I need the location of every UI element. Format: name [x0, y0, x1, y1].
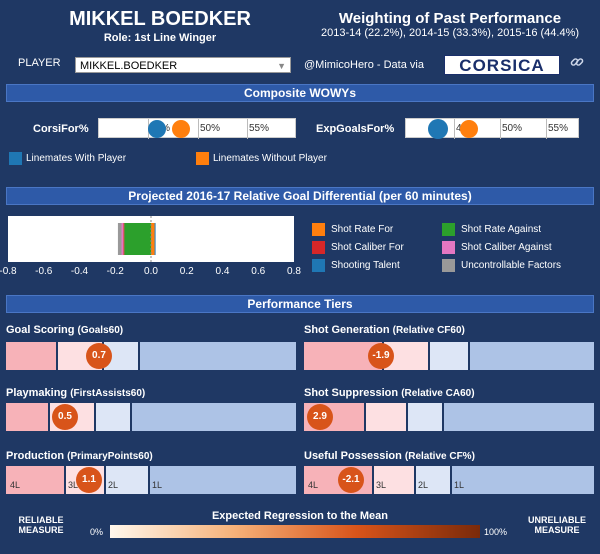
wowy-corsi-box: 45% 50% 55% — [98, 118, 296, 139]
tier-value: 0.5 — [52, 404, 78, 430]
tier-label: 3L — [376, 480, 387, 490]
tier-title: Goal Scoring (Goals60) — [6, 324, 124, 336]
projection-chart — [8, 216, 294, 262]
tier-title: Useful Possession (Relative CF%) — [304, 450, 475, 462]
tier-label: 2L — [108, 480, 119, 490]
wowy-tick: 55% — [249, 123, 270, 134]
tier-label: 3L — [68, 480, 79, 490]
tier-value: -2.1 — [338, 467, 364, 493]
axis-tick-label: 0.0 — [144, 266, 158, 277]
tier-title: Playmaking (FirstAssists60) — [6, 387, 146, 399]
regression-max: 100% — [484, 527, 508, 537]
legend-shot-rate-against: Shot Rate Against — [461, 224, 542, 235]
legend-shot-caliber-against: Shot Caliber Against — [461, 242, 552, 253]
legend-swatch — [442, 223, 455, 236]
regression-title: Expected Regression to the Mean — [211, 510, 389, 522]
corsica-logo[interactable]: CORSICA — [444, 55, 560, 75]
wowy-band: Composite WOWYs — [6, 84, 594, 102]
legend-swatch — [312, 259, 325, 272]
tier-value: 1.1 — [76, 467, 102, 493]
tier-bar-useful-possession: 4L 3L 2L 1L -2.1 — [304, 466, 594, 494]
tier-value: -1.9 — [368, 343, 394, 369]
unreliable-label: UNRELIABLE MEASURE — [528, 515, 586, 535]
axis-tick-label: -0.2 — [106, 266, 124, 277]
player-select-value: MIKKEL.BOEDKER — [80, 60, 178, 72]
legend-uncontrollable: Uncontrollable Factors — [461, 260, 562, 271]
wowy-with-dot — [148, 120, 166, 138]
projection-bar — [151, 223, 155, 255]
tier-label: 1L — [454, 480, 465, 490]
tier-value: 2.9 — [307, 404, 333, 430]
axis-tick-label: 0.6 — [251, 266, 266, 277]
legend-shot-caliber-for: Shot Caliber For — [331, 242, 404, 253]
regression-gradient — [110, 525, 480, 538]
projection-svg — [117, 216, 156, 262]
projection-bar — [117, 223, 122, 255]
player-name: MIKKEL BOEDKER — [69, 8, 251, 30]
tier-label: 1L — [152, 480, 163, 490]
legend-swatch — [312, 241, 325, 254]
chevron-down-icon: ▼ — [277, 61, 286, 71]
axis-tick-label: 0.8 — [287, 266, 301, 277]
tiers-band: Performance Tiers — [6, 295, 594, 313]
wowy-tick: 55% — [548, 123, 569, 134]
reliable-label: RELIABLE MEASURE — [18, 515, 64, 535]
projection-axis: -0.8 -0.6 -0.4 -0.2 0.0 0.2 0.4 0.6 0.8 — [0, 266, 301, 280]
legend-shooting-talent: Shooting Talent — [331, 260, 400, 271]
projection-band: Projected 2016-17 Relative Goal Differen… — [6, 187, 594, 205]
wowy-with-dot — [428, 119, 448, 139]
weighting-subtitle: 2013-14 (22.2%), 2014-15 (33.3%), 2015-1… — [320, 27, 580, 39]
link-icon[interactable] — [570, 55, 584, 72]
tier-bar-playmaking: 0.5 — [6, 403, 296, 431]
tier-value: 0.7 — [86, 343, 112, 369]
legend-with-player: Linemates With Player — [26, 153, 127, 164]
projection-bar — [123, 223, 125, 255]
wowy-tick: 50% — [502, 123, 523, 134]
legend-swatch — [196, 152, 209, 165]
weighting-title: Weighting of Past Performance — [338, 10, 562, 27]
tier-title: Production (PrimaryPoints60) — [6, 450, 153, 462]
projection-bar — [154, 223, 156, 255]
wowy-xg-label: ExpGoalsFor% — [316, 123, 395, 135]
regression-min: 0% — [90, 527, 104, 537]
legend-shot-rate-for: Shot Rate For — [331, 224, 394, 235]
player-role: Role: 1st Line Winger — [103, 32, 217, 44]
projection-bar — [124, 223, 151, 255]
tier-bar-shot-generation: -1.9 — [304, 342, 594, 370]
player-select[interactable]: MIKKEL.BOEDKER ▼ — [75, 57, 291, 73]
tier-bar-production: 4L 3L 2L 1L 1.1 — [6, 466, 296, 494]
legend-swatch — [442, 241, 455, 254]
legend-without-player: Linemates Without Player — [213, 153, 327, 164]
tier-label: 4L — [308, 480, 319, 490]
axis-tick-label: -0.6 — [35, 266, 53, 277]
legend-swatch — [442, 259, 455, 272]
wowy-tick: 50% — [200, 123, 221, 134]
wowy-without-dot — [460, 120, 478, 138]
tier-title: Shot Suppression (Relative CA60) — [304, 387, 475, 399]
wowy-without-dot — [172, 120, 190, 138]
tier-label: 4L — [10, 480, 21, 490]
axis-tick-label: -0.8 — [0, 266, 17, 277]
axis-tick-label: 0.4 — [215, 266, 230, 277]
tier-bar-shot-suppression: 2.9 — [304, 403, 594, 431]
tier-bar-goal-scoring: 0.7 — [6, 342, 296, 370]
axis-tick-label: 0.2 — [179, 266, 194, 277]
tier-label: 2L — [418, 480, 429, 490]
axis-tick-label: -0.4 — [70, 266, 89, 277]
tier-title: Shot Generation (Relative CF60) — [304, 324, 465, 336]
wowy-corsi-label: CorsiFor% — [33, 123, 89, 135]
wowy-xg-box: 45% 50% 55% — [405, 118, 579, 139]
projection-bar — [121, 223, 124, 255]
legend-swatch — [9, 152, 22, 165]
data-credit: @MimicoHero - Data via — [304, 59, 424, 71]
player-label: PLAYER — [18, 57, 61, 69]
legend-swatch — [312, 223, 325, 236]
